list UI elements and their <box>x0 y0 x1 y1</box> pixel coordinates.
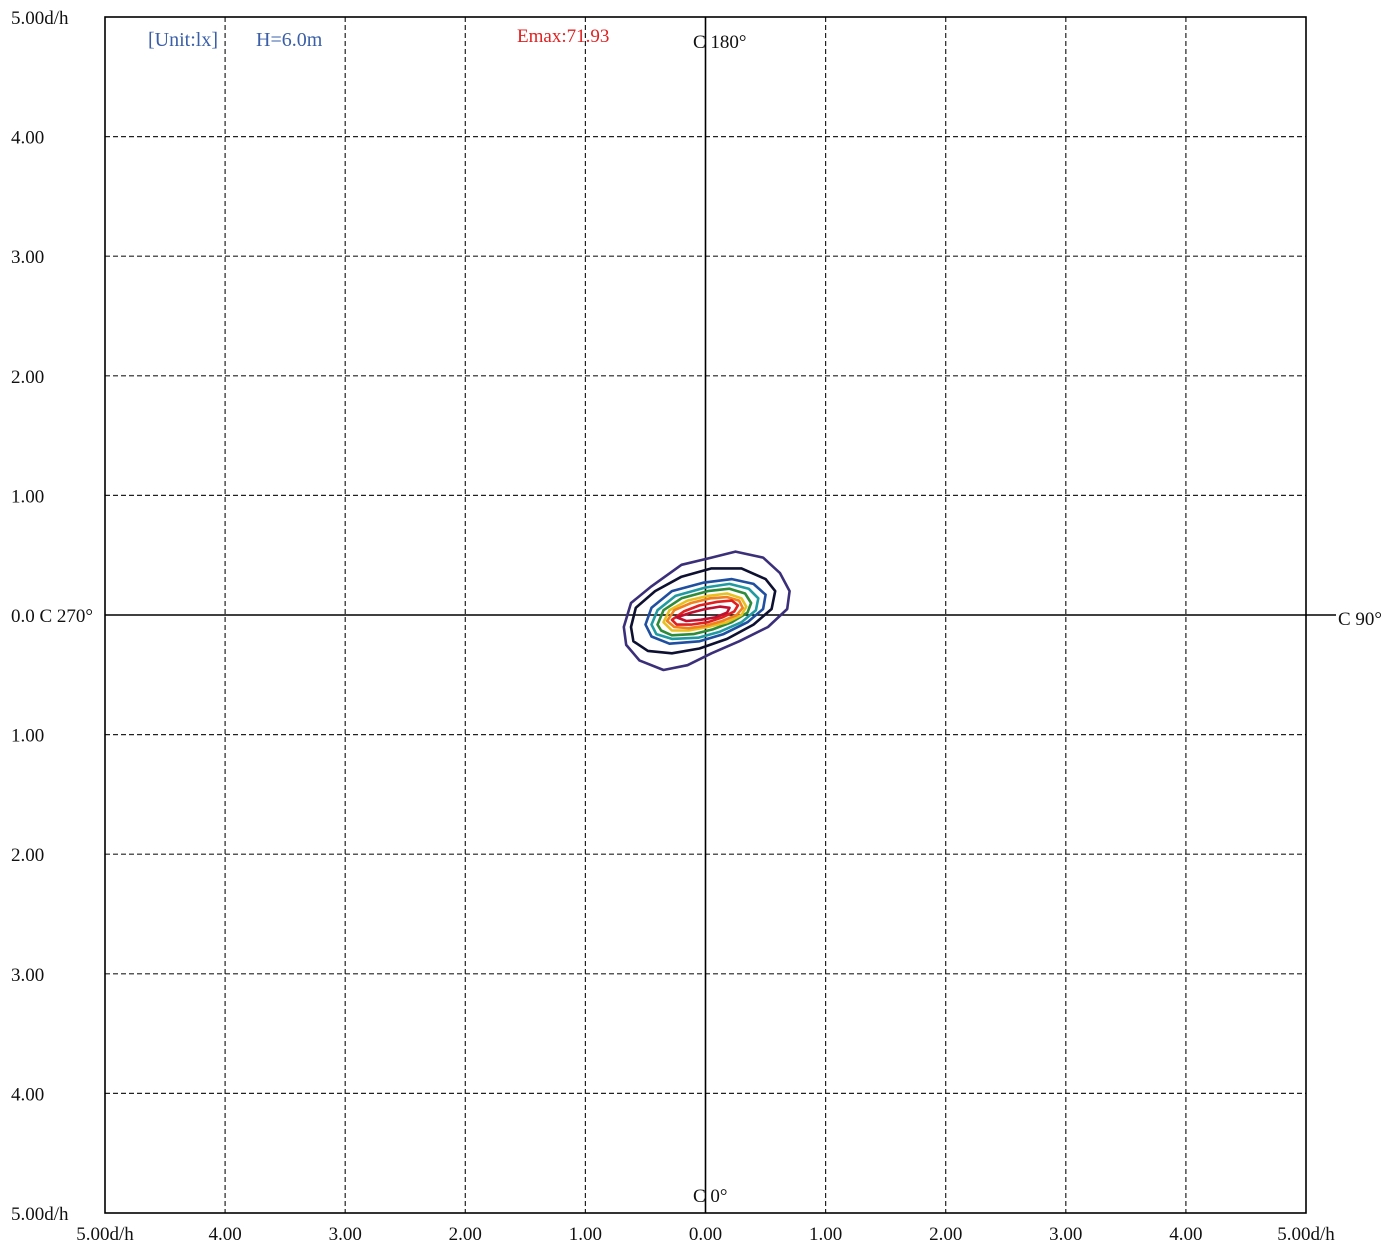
isolux-contour <box>670 599 740 626</box>
unit-note: [Unit:lx] <box>148 29 218 51</box>
isolux-contour <box>622 550 791 672</box>
x-tick-label: 1.00 <box>569 1224 602 1245</box>
y-tick-label: 2.00 <box>11 367 44 388</box>
y-tick-label: 4.00 <box>11 1084 44 1105</box>
x-tick-label: 1.00 <box>809 1224 842 1245</box>
isolux-contour <box>644 577 767 646</box>
isolux-contour <box>675 605 731 623</box>
y-tick-label: 5.00d/h <box>11 8 69 29</box>
direction-label-top: C 180° <box>693 32 747 53</box>
emax-note: Emax:71.93 <box>517 26 609 47</box>
y-tick-label: 3.00 <box>11 247 44 268</box>
x-tick-label: 2.00 <box>929 1224 962 1245</box>
x-tick-label: 5.00d/h <box>76 1224 134 1245</box>
isolux-contour <box>650 582 760 641</box>
x-tick-label: 3.00 <box>1049 1224 1082 1245</box>
y-tick-label: 3.00 <box>11 965 44 986</box>
x-tick-label: 4.00 <box>208 1224 241 1245</box>
x-tick-label: 0.00 <box>689 1224 722 1245</box>
y-tick-label: 0.0 C 270° <box>11 606 93 627</box>
isolux-contour <box>665 595 745 630</box>
direction-label-right: C 90° <box>1338 609 1382 630</box>
contour-layer <box>622 550 791 672</box>
height-note: H=6.0m <box>256 29 323 51</box>
y-tick-label: 1.00 <box>11 726 44 747</box>
x-tick-label: 5.00d/h <box>1277 1224 1335 1245</box>
y-tick-label: 2.00 <box>11 845 44 866</box>
x-tick-label: 4.00 <box>1169 1224 1202 1245</box>
label-layer: [Unit:lx] H=6.0m Emax:71.93 C 180° C 90°… <box>11 8 1382 1245</box>
y-tick-label: 4.00 <box>11 128 44 149</box>
x-tick-label: 3.00 <box>329 1224 362 1245</box>
isolux-contour <box>656 587 753 637</box>
direction-label-bottom: C 0° <box>693 1186 728 1207</box>
y-tick-label: 1.00 <box>11 486 44 507</box>
isolux-contour <box>662 592 748 632</box>
isolux-contour <box>629 567 777 655</box>
x-tick-label: 2.00 <box>449 1224 482 1245</box>
y-tick-label: 5.00d/h <box>11 1204 69 1225</box>
